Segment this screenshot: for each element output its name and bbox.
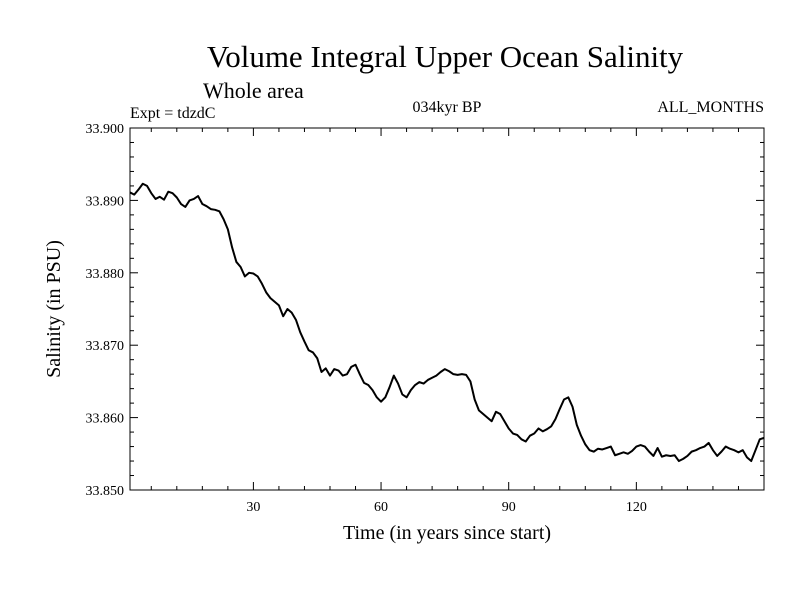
axis-ticks	[130, 127, 764, 491]
salinity-series-line	[129, 182, 765, 463]
y-tick-label: 33.860	[86, 412, 125, 427]
x-tick-label: 90	[502, 500, 516, 515]
chart-title: Volume Integral Upper Ocean Salinity	[207, 39, 684, 74]
y-tick-label: 33.870	[86, 339, 125, 354]
y-axis-label: Salinity (in PSU)	[43, 240, 65, 378]
x-tick-label: 60	[374, 500, 388, 515]
plot-frame	[129, 127, 765, 491]
y-tick-label: 33.880	[86, 267, 125, 282]
period-label: 034kyr BP	[413, 99, 482, 116]
x-tick-labels: 30 60 90 120	[246, 500, 646, 515]
experiment-label: Expt = tdzdC	[130, 105, 215, 122]
x-tick-label: 120	[626, 500, 647, 515]
y-tick-labels: 33.850 33.860 33.870 33.880 33.890 33.900	[86, 122, 125, 499]
y-tick-label: 33.890	[86, 194, 125, 209]
y-tick-label: 33.900	[86, 122, 125, 137]
x-tick-label: 30	[246, 500, 260, 515]
y-tick-label: 33.850	[86, 484, 125, 499]
chart-subtitle: Whole area	[203, 78, 304, 103]
x-axis-label: Time (in years since start)	[343, 522, 551, 544]
months-label: ALL_MONTHS	[657, 99, 764, 116]
